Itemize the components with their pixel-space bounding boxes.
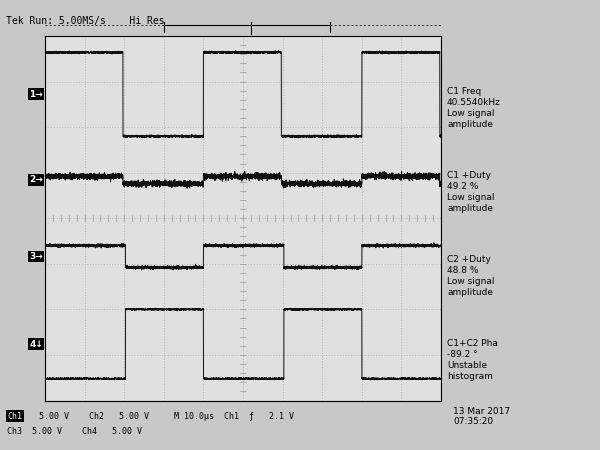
Text: C1+C2 Pha
-89.2 °
Unstable
histogram: C1+C2 Pha -89.2 ° Unstable histogram <box>447 338 498 381</box>
Text: Ch1: Ch1 <box>7 412 22 421</box>
Text: 1→: 1→ <box>29 90 43 99</box>
Text: 4↓: 4↓ <box>29 339 43 348</box>
Text: 13 Mar 2017
07:35:20: 13 Mar 2017 07:35:20 <box>453 406 510 426</box>
Text: 3→: 3→ <box>29 252 43 261</box>
Text: 5.00 V    Ch2   5.00 V     M 10.0μs  Ch1  ƒ   2.1 V: 5.00 V Ch2 5.00 V M 10.0μs Ch1 ƒ 2.1 V <box>29 412 294 421</box>
Text: Ch3  5.00 V    Ch4   5.00 V: Ch3 5.00 V Ch4 5.00 V <box>7 427 142 436</box>
Text: 2→: 2→ <box>29 176 43 184</box>
Text: C1 Freq
40.5540kHz
Low signal
amplitude: C1 Freq 40.5540kHz Low signal amplitude <box>447 87 501 129</box>
Text: Tek Run: 5.00MS/s    Hi Res: Tek Run: 5.00MS/s Hi Res <box>6 16 164 26</box>
Text: C2 +Duty
48.8 %
Low signal
amplitude: C2 +Duty 48.8 % Low signal amplitude <box>447 255 494 297</box>
Text: C1 +Duty
49.2 %
Low signal
amplitude: C1 +Duty 49.2 % Low signal amplitude <box>447 171 494 213</box>
